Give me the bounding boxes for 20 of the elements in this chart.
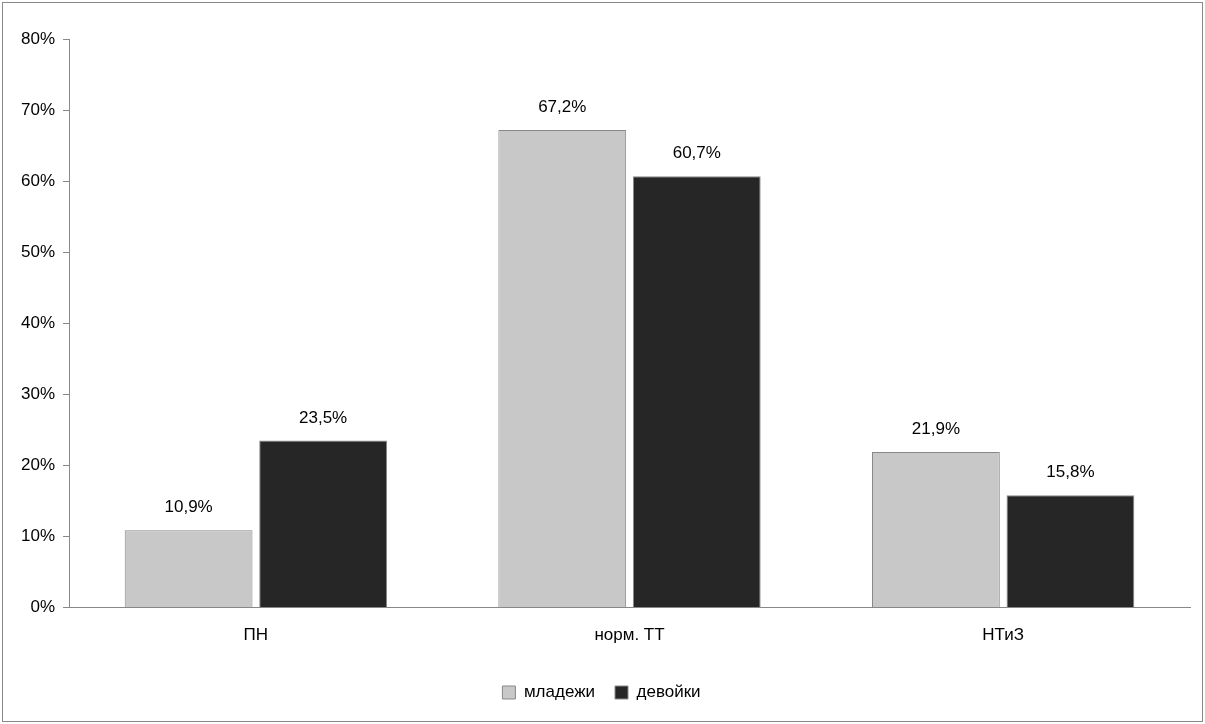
y-tick-label: 10% (20, 526, 56, 546)
y-tick-label: 40% (20, 312, 56, 332)
y-tick-label: 60% (20, 170, 56, 190)
x-tick-label: НТиЗ (982, 625, 1025, 645)
y-tick-label: 70% (20, 99, 56, 119)
legend-label: младежи (523, 682, 596, 702)
y-tick-label: 80% (20, 28, 56, 48)
x-tick-label: норм. ТТ (594, 625, 665, 645)
y-tick-label: 50% (20, 241, 56, 261)
legend-label: девойки (636, 682, 701, 702)
y-tick-label: 0% (30, 597, 56, 617)
data-label: 67,2% (538, 97, 587, 117)
data-label: 10,9% (164, 497, 213, 517)
y-tick-label: 20% (20, 455, 56, 475)
data-label: 23,5% (299, 407, 348, 427)
data-label: 60,7% (672, 143, 721, 163)
data-label: 15,8% (1046, 462, 1095, 482)
x-tick-label: ПН (243, 625, 269, 645)
data-label: 21,9% (911, 419, 961, 439)
y-tick-label: 30% (20, 384, 56, 404)
